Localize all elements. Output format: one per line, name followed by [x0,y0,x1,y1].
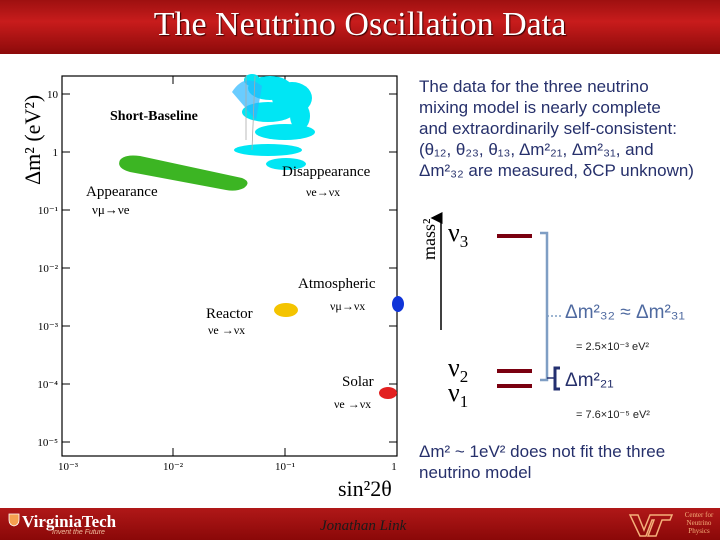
footer-bar [0,508,720,540]
sol-splitting-value: = 7.6×10⁻⁵ eV² [576,409,650,421]
slide-title: The Neutrino Oscillation Data [153,6,567,43]
sol-bracket [553,366,560,391]
short-baseline-contour [245,75,256,151]
author-name: Jonathan Link [320,518,407,534]
conclusion-line: Δm² ~ 1eV² does not fit the three [419,442,666,461]
summary-line: Δm²₃₂ are measured, δCP unknown) [419,161,694,180]
nu1-symbol: ν [448,378,460,407]
y-ticks [62,93,397,443]
nu3-label: ν3 [448,218,468,252]
x-axis-title: sin²2θ [338,476,392,501]
y-tick-label: 10⁻⁴ [37,379,58,391]
x-tick-label: 10⁻² [163,461,184,473]
reactor-sub-label: νe →νx [208,323,245,337]
conclusion-line: neutrino model [419,463,532,482]
summary-paragraph: The data for the three neutrino mixing m… [419,76,719,181]
solar-label: Solar [342,374,374,390]
y-tick-label: 10⁻² [38,263,59,275]
summary-line: and extraordinarily self-consistent: [419,119,677,138]
reactor-label: Reactor [206,306,253,322]
oscillation-plot: 10 1 10⁻¹ 10⁻² 10⁻³ 10⁻⁴ 10⁻⁵ 10⁻³ 10⁻² … [20,74,404,501]
nu2-label: ν2 [448,353,468,387]
plot-frame [61,75,398,457]
y-tick-label: 10⁻⁵ [37,437,58,449]
x-tick-label: 10⁻¹ [275,461,295,473]
y-axis-title: Δm² (eV²) [20,95,45,185]
sol-relation: Δm²₂₁ [565,370,614,391]
university-tagline: Invent the Future [52,529,105,536]
summary-line: mixing model is nearly complete [419,98,661,117]
y-tick-label: 10⁻³ [38,321,59,333]
solar-region [379,387,397,399]
appearance-sub-label: νμ→νe [92,202,130,217]
vt-shield-icon [8,513,20,527]
atm-splitting-value: = 2.5×10⁻³ eV² [576,341,650,353]
atm-relation: Δm²₃₂ ≈ Δm²₃₁ [565,302,685,323]
university-logo: VirginiaTech [22,512,117,531]
summary-line: (θ₁₂, θ₂₃, θ₁₃, Δm²₂₁, Δm²₃₁, and [419,140,654,159]
center-name: Center for Neutrino Physics [684,511,714,535]
conclusion-paragraph: Δm² ~ 1eV² does not fit the three neutri… [419,441,719,483]
title-bar [0,0,720,54]
atm-bracket [540,231,549,382]
nu3-symbol: ν [448,218,460,247]
appearance-label: Appearance [86,184,158,200]
atmospheric-label: Atmospheric [298,276,376,292]
mass-axis-label: mass² [419,219,440,260]
reactor-region [274,303,298,317]
disappearance-label: Disappearance [282,164,371,180]
nu1-index: 1 [459,392,469,412]
appearance-region [119,155,248,191]
summary-line: The data for the three neutrino [419,77,649,96]
solar-sub-label: νe →νx [334,397,371,411]
atmospheric-region [392,296,404,312]
vt-monogram-icon [628,514,674,537]
x-tick-label: 10⁻³ [58,461,79,473]
y-tick-label: 1 [53,147,59,159]
nu2-symbol: ν [448,353,460,382]
y-tick-label: 10⁻¹ [38,205,58,217]
x-tick-label: 1 [391,461,397,473]
mass-hierarchy-diagram [430,212,562,391]
mass-axis-text: mass² [419,218,439,260]
short-baseline-label: Short-Baseline [110,109,198,124]
nu1-label: ν1 [448,378,468,412]
atmospheric-sub-label: νμ→νx [330,299,365,313]
y-tick-label: 10 [47,89,59,101]
disappearance-sub-label: νe→νx [306,185,340,199]
nu2-index: 2 [459,367,469,387]
nu3-index: 3 [459,232,469,252]
